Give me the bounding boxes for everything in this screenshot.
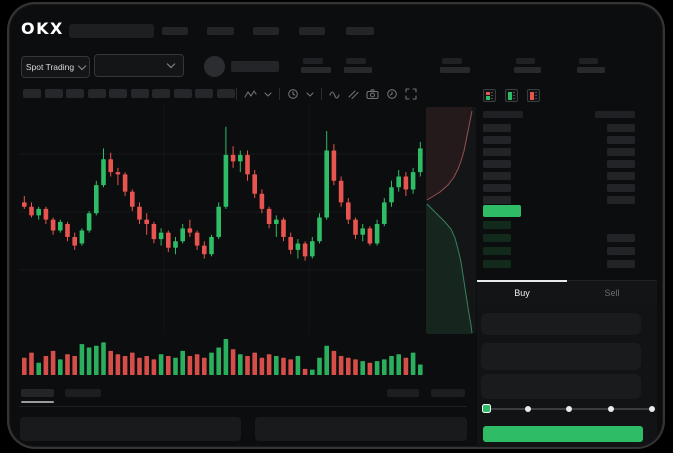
market-stat-placeholder xyxy=(344,58,372,73)
tab-buy[interactable]: Buy xyxy=(477,280,567,307)
pair-name-placeholder xyxy=(231,61,279,72)
candlestick-chart[interactable] xyxy=(19,104,425,334)
slider-step-dot[interactable] xyxy=(649,406,655,412)
slider-step-dot[interactable] xyxy=(524,406,531,412)
slider-step-dot[interactable] xyxy=(566,406,572,412)
combined-book-icon[interactable] xyxy=(483,89,496,102)
order-book-ask-row[interactable] xyxy=(483,160,635,168)
market-type-label: Spot Trading xyxy=(25,62,75,72)
fullscreen-icon[interactable] xyxy=(405,88,417,100)
pair-selector-dropdown[interactable] xyxy=(94,54,184,77)
asks-book-icon[interactable] xyxy=(527,89,540,102)
orderbook-col-header-placeholder xyxy=(595,111,635,118)
nav-item-placeholder[interactable] xyxy=(162,27,188,35)
market-stat-placeholder xyxy=(440,58,470,73)
slider-handle[interactable] xyxy=(481,404,491,413)
price-input[interactable] xyxy=(481,313,641,335)
pair-avatar[interactable] xyxy=(204,56,225,77)
bid-rows xyxy=(483,221,635,268)
bottom-tab-active-placeholder[interactable] xyxy=(21,389,54,397)
order-book-ask-row[interactable] xyxy=(483,184,635,192)
depth-chart[interactable] xyxy=(426,107,476,334)
app-window: OKX Spot Trading xyxy=(9,4,663,447)
market-stat-placeholder xyxy=(577,58,605,73)
trade-form xyxy=(477,306,657,447)
nav-item-placeholder[interactable] xyxy=(299,27,325,35)
bottom-content-panel xyxy=(20,417,241,441)
bottom-tab-placeholder[interactable] xyxy=(65,389,101,397)
order-book-ask-row[interactable] xyxy=(483,148,635,156)
tab-sell[interactable]: Sell xyxy=(604,288,620,298)
nav-item-placeholder[interactable] xyxy=(253,27,279,35)
volume-chart[interactable] xyxy=(19,334,425,376)
market-type-dropdown[interactable]: Spot Trading xyxy=(21,56,90,78)
slider-step-dot[interactable] xyxy=(607,406,614,412)
order-book-ask-row[interactable] xyxy=(483,196,635,204)
bids-book-icon[interactable] xyxy=(505,89,518,102)
candle-style-icon[interactable] xyxy=(244,89,257,100)
total-input[interactable] xyxy=(481,374,641,399)
chevron-down-icon[interactable] xyxy=(306,90,314,99)
divider xyxy=(321,88,322,100)
bottom-content-panel xyxy=(255,417,467,441)
camera-icon[interactable] xyxy=(366,88,379,100)
amount-slider[interactable] xyxy=(481,402,657,416)
market-stat-placeholder xyxy=(301,58,331,73)
chevron-down-icon[interactable] xyxy=(264,90,272,99)
history-icon[interactable] xyxy=(386,88,398,100)
divider xyxy=(236,88,237,100)
chevron-down-icon xyxy=(166,59,176,69)
ask-rows xyxy=(483,124,635,204)
nav-item-placeholder[interactable] xyxy=(346,27,374,35)
market-stat-placeholder xyxy=(514,58,541,73)
search-input[interactable] xyxy=(69,24,154,38)
okx-logo: OKX xyxy=(21,19,64,38)
amount-input[interactable] xyxy=(481,343,641,370)
bottom-tab-underline xyxy=(21,401,54,403)
order-book-bid-row[interactable] xyxy=(483,221,635,229)
nav-item-placeholder[interactable] xyxy=(207,27,234,35)
order-book-bid-row[interactable] xyxy=(483,260,635,268)
indicator-clock-icon[interactable] xyxy=(287,88,299,100)
order-book-ask-row[interactable] xyxy=(483,136,635,144)
divider xyxy=(19,406,467,407)
divider xyxy=(279,88,280,100)
order-book-panel xyxy=(477,86,657,446)
order-book-bid-row[interactable] xyxy=(483,247,635,255)
orderbook-col-header-placeholder xyxy=(483,111,523,118)
chevron-down-icon xyxy=(77,61,87,70)
last-price-highlight[interactable] xyxy=(483,205,521,217)
trade-tabs: Buy Sell xyxy=(477,280,657,307)
line-style-icon[interactable] xyxy=(329,89,340,100)
order-book-ask-row[interactable] xyxy=(483,172,635,180)
bottom-action-chip[interactable] xyxy=(387,389,419,397)
order-book-bid-row[interactable] xyxy=(483,234,635,242)
buy-submit-button[interactable] xyxy=(483,426,643,442)
order-book-ask-row[interactable] xyxy=(483,124,635,132)
timeframe-chips[interactable] xyxy=(23,89,235,98)
compare-icon[interactable] xyxy=(347,88,359,100)
bottom-action-chip[interactable] xyxy=(431,389,465,397)
